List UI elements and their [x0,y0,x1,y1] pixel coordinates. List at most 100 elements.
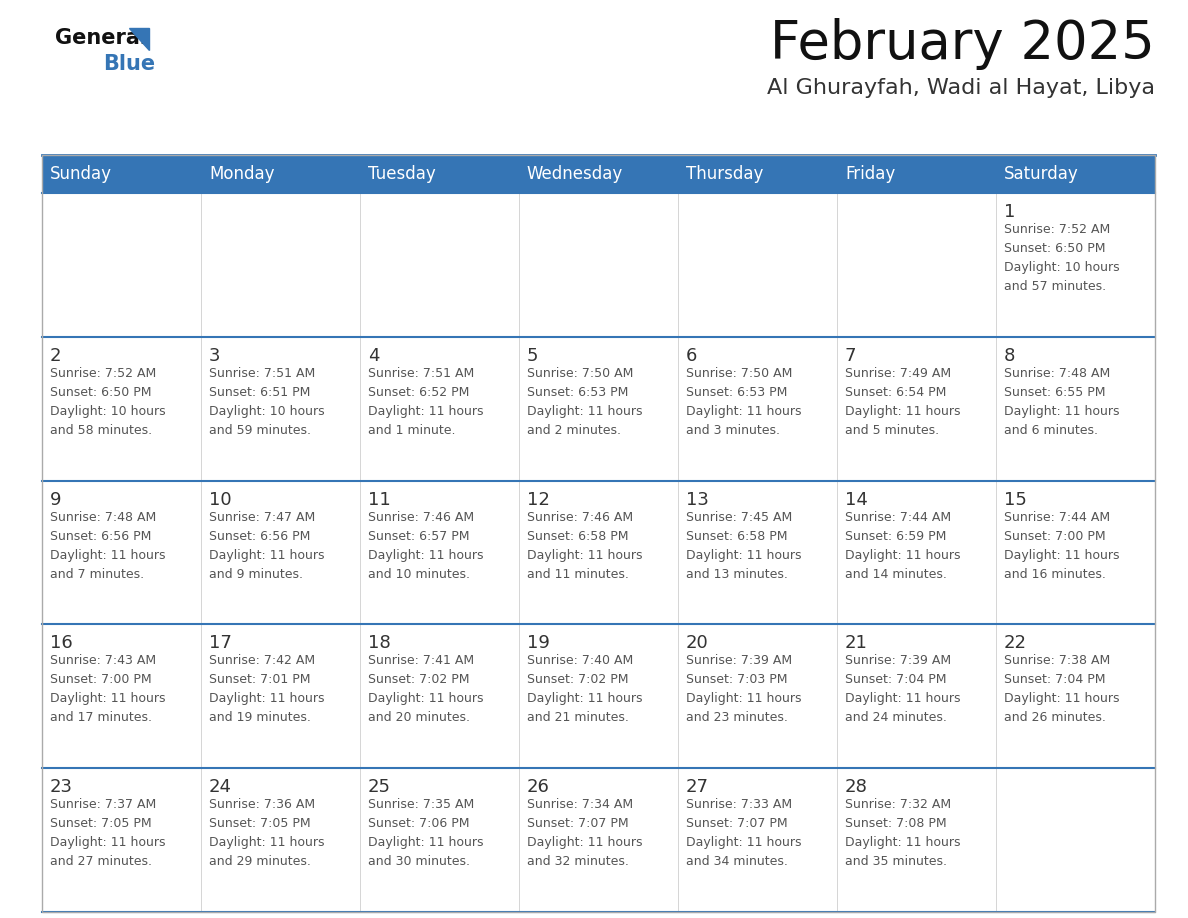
Text: Sunrise: 7:46 AM: Sunrise: 7:46 AM [527,510,633,523]
Text: Sunrise: 7:49 AM: Sunrise: 7:49 AM [845,367,952,380]
Bar [201,193,360,337]
Text: Friday: Friday [845,165,896,183]
Text: Sunrise: 7:52 AM: Sunrise: 7:52 AM [50,367,157,380]
Text: Sunset: 7:02 PM: Sunset: 7:02 PM [368,674,469,687]
Bar [678,193,838,337]
Text: and 34 minutes.: and 34 minutes. [685,856,788,868]
Text: 7: 7 [845,347,857,364]
Bar [519,481,678,624]
Text: Daylight: 10 hours: Daylight: 10 hours [209,405,324,418]
Bar [42,481,201,624]
Text: Sunrise: 7:34 AM: Sunrise: 7:34 AM [527,798,633,812]
Text: Sunset: 7:00 PM: Sunset: 7:00 PM [1004,530,1106,543]
Text: Daylight: 11 hours: Daylight: 11 hours [527,405,643,418]
Text: Sunset: 7:05 PM: Sunset: 7:05 PM [50,817,152,830]
Text: and 57 minutes.: and 57 minutes. [1004,280,1106,293]
Text: and 29 minutes.: and 29 minutes. [209,856,311,868]
Text: Sunrise: 7:44 AM: Sunrise: 7:44 AM [1004,510,1110,523]
Text: Sunset: 7:06 PM: Sunset: 7:06 PM [368,817,469,830]
Text: 1: 1 [1004,203,1016,221]
Bar [360,768,519,912]
Bar [838,768,996,912]
Text: and 23 minutes.: and 23 minutes. [685,711,788,724]
Bar [201,337,360,481]
Text: Daylight: 11 hours: Daylight: 11 hours [527,692,643,705]
Text: and 9 minutes.: and 9 minutes. [209,567,303,580]
Text: Sunset: 6:57 PM: Sunset: 6:57 PM [368,530,469,543]
Text: Sunrise: 7:33 AM: Sunrise: 7:33 AM [685,798,792,812]
Text: and 16 minutes.: and 16 minutes. [1004,567,1106,580]
Text: Blue: Blue [103,54,156,74]
Bar [678,337,838,481]
Text: Sunrise: 7:52 AM: Sunrise: 7:52 AM [1004,223,1111,236]
Text: 15: 15 [1004,490,1026,509]
Text: Sunrise: 7:37 AM: Sunrise: 7:37 AM [50,798,157,812]
Text: Daylight: 11 hours: Daylight: 11 hours [845,405,961,418]
Text: 6: 6 [685,347,697,364]
Bar [42,155,201,193]
Text: Sunday: Sunday [50,165,112,183]
Bar [996,155,1155,193]
Text: 22: 22 [1004,634,1026,653]
Text: Daylight: 11 hours: Daylight: 11 hours [209,549,324,562]
Text: Sunrise: 7:48 AM: Sunrise: 7:48 AM [50,510,157,523]
Text: Daylight: 11 hours: Daylight: 11 hours [685,692,802,705]
Bar [519,768,678,912]
Text: Daylight: 11 hours: Daylight: 11 hours [50,836,165,849]
Text: and 3 minutes.: and 3 minutes. [685,424,781,437]
Bar [838,193,996,337]
Text: Wednesday: Wednesday [527,165,624,183]
Bar [996,624,1155,768]
Text: Sunrise: 7:43 AM: Sunrise: 7:43 AM [50,655,156,667]
Text: and 11 minutes.: and 11 minutes. [527,567,628,580]
Bar [838,624,996,768]
Text: and 59 minutes.: and 59 minutes. [209,424,311,437]
Text: and 20 minutes.: and 20 minutes. [368,711,470,724]
Text: and 26 minutes.: and 26 minutes. [1004,711,1106,724]
Text: Daylight: 11 hours: Daylight: 11 hours [845,692,961,705]
Text: February 2025: February 2025 [770,18,1155,70]
Text: Sunset: 6:56 PM: Sunset: 6:56 PM [209,530,310,543]
Text: 26: 26 [527,778,550,796]
Text: Sunrise: 7:44 AM: Sunrise: 7:44 AM [845,510,952,523]
Bar [838,481,996,624]
Text: and 30 minutes.: and 30 minutes. [368,856,470,868]
Text: 16: 16 [50,634,72,653]
Bar [519,193,678,337]
Text: Sunset: 6:56 PM: Sunset: 6:56 PM [50,530,151,543]
Text: 25: 25 [368,778,391,796]
Text: Sunrise: 7:51 AM: Sunrise: 7:51 AM [368,367,474,380]
Bar [42,624,201,768]
Text: Sunset: 6:51 PM: Sunset: 6:51 PM [209,386,310,398]
Bar [42,337,201,481]
Text: Daylight: 11 hours: Daylight: 11 hours [1004,405,1119,418]
Text: Daylight: 10 hours: Daylight: 10 hours [50,405,165,418]
Bar [678,481,838,624]
Text: Daylight: 11 hours: Daylight: 11 hours [209,692,324,705]
Text: Sunrise: 7:50 AM: Sunrise: 7:50 AM [527,367,633,380]
Text: and 13 minutes.: and 13 minutes. [685,567,788,580]
Text: Sunrise: 7:41 AM: Sunrise: 7:41 AM [368,655,474,667]
Text: and 2 minutes.: and 2 minutes. [527,424,621,437]
Text: 9: 9 [50,490,62,509]
Text: Al Ghurayfah, Wadi al Hayat, Libya: Al Ghurayfah, Wadi al Hayat, Libya [767,78,1155,98]
Text: Sunset: 6:53 PM: Sunset: 6:53 PM [685,386,788,398]
Bar [42,768,201,912]
Text: Sunrise: 7:36 AM: Sunrise: 7:36 AM [209,798,315,812]
Text: Sunset: 7:08 PM: Sunset: 7:08 PM [845,817,947,830]
Text: and 58 minutes.: and 58 minutes. [50,424,152,437]
Text: Saturday: Saturday [1004,165,1079,183]
Bar [201,624,360,768]
Text: and 1 minute.: and 1 minute. [368,424,455,437]
Text: and 17 minutes.: and 17 minutes. [50,711,152,724]
Text: Sunrise: 7:39 AM: Sunrise: 7:39 AM [845,655,952,667]
Text: Sunset: 6:58 PM: Sunset: 6:58 PM [685,530,788,543]
Text: 12: 12 [527,490,550,509]
Text: Sunset: 7:05 PM: Sunset: 7:05 PM [209,817,310,830]
Text: Sunrise: 7:42 AM: Sunrise: 7:42 AM [209,655,315,667]
Bar [360,624,519,768]
Text: Sunset: 6:50 PM: Sunset: 6:50 PM [50,386,152,398]
Text: Daylight: 11 hours: Daylight: 11 hours [527,836,643,849]
Bar [360,481,519,624]
Bar [360,193,519,337]
